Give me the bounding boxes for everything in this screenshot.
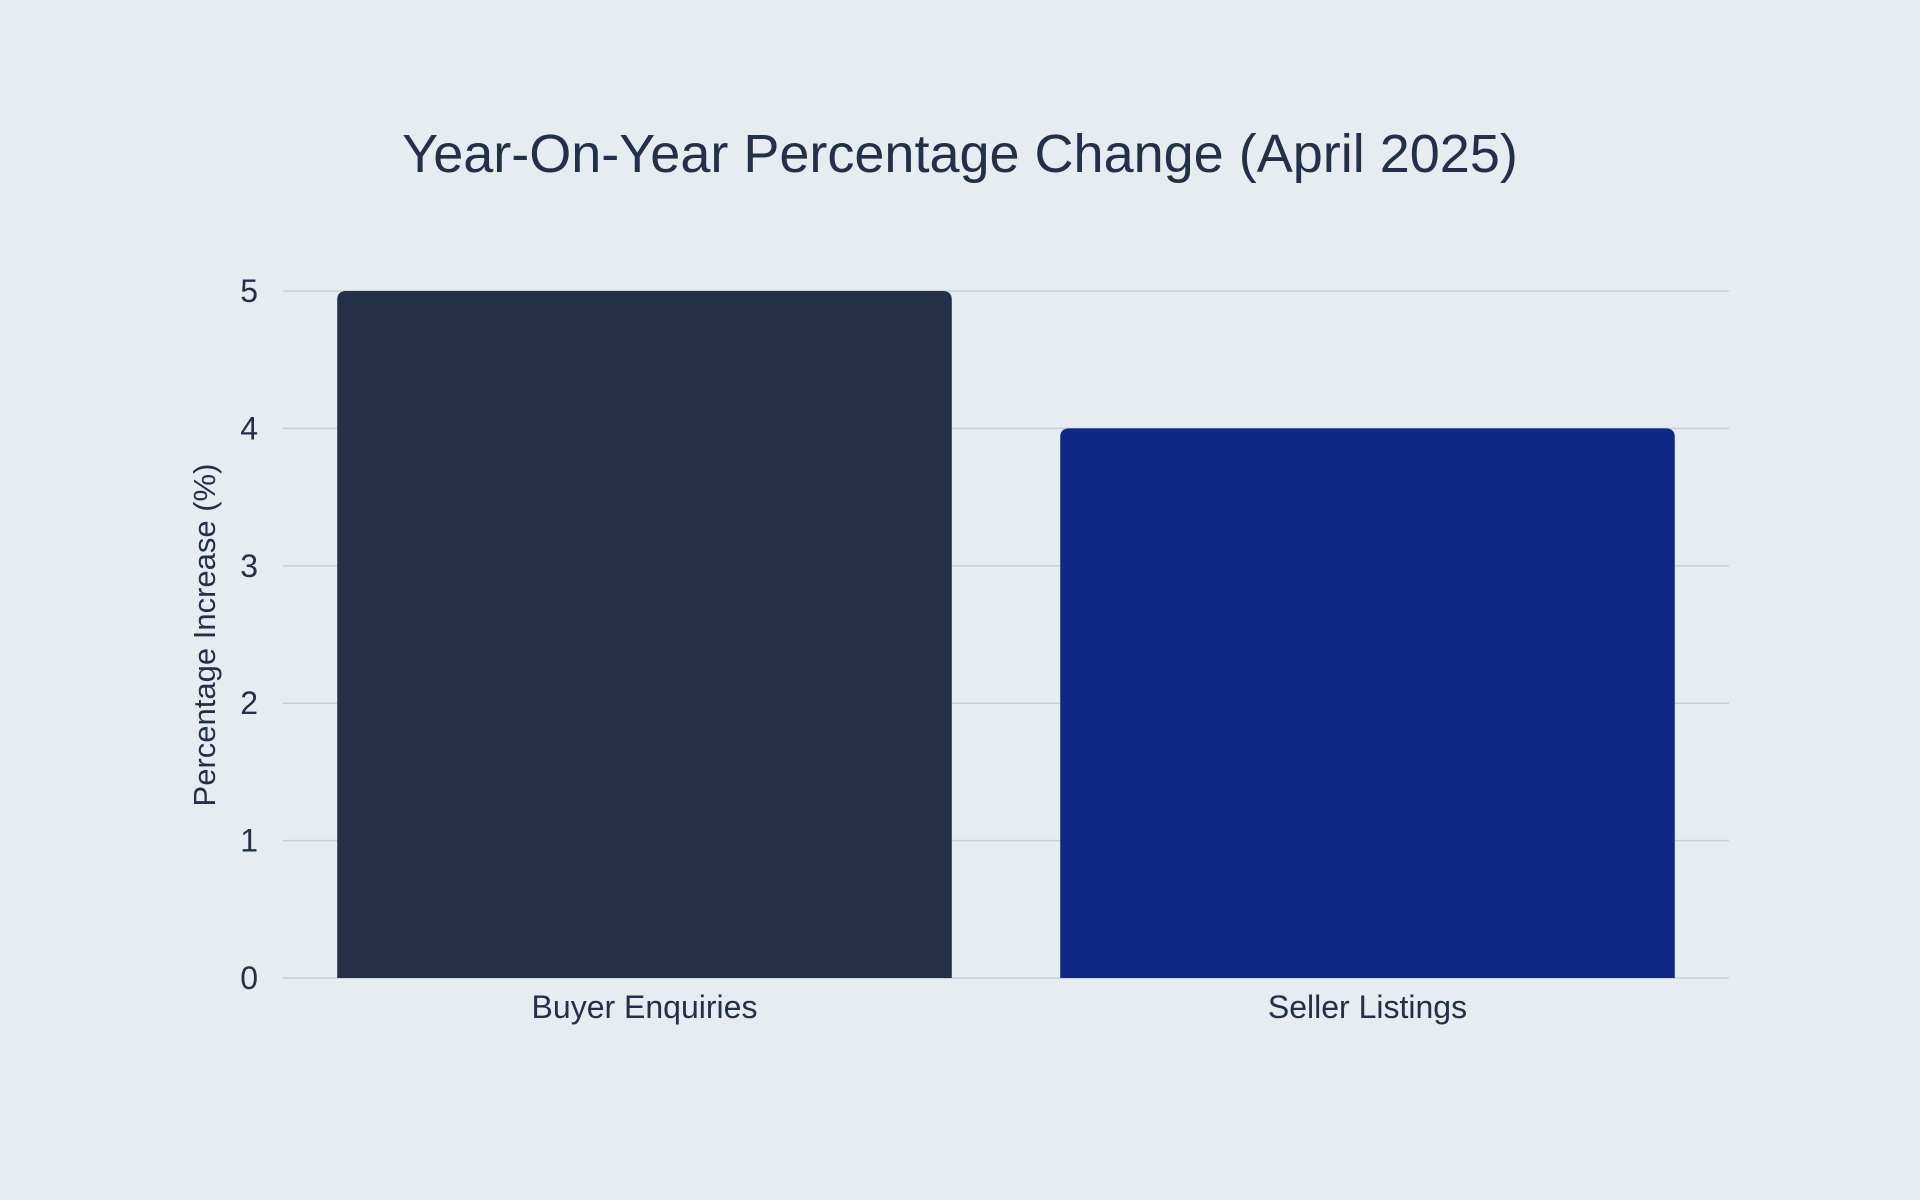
chart-title: Year-On-Year Percentage Change (April 20…	[402, 124, 1518, 184]
x-tick-label: Seller Listings	[1268, 989, 1467, 1025]
y-tick-label: 5	[240, 273, 258, 309]
y-tick-label: 4	[240, 410, 258, 446]
y-axis-title: Percentage Increase (%)	[187, 464, 222, 807]
y-tick-label: 1	[240, 823, 258, 859]
y-tick-label: 0	[240, 960, 258, 996]
bars	[337, 291, 1675, 978]
x-axis-ticks: Buyer Enquiries Seller Listings	[532, 989, 1468, 1025]
y-tick-label: 3	[240, 548, 258, 584]
x-tick-label: Buyer Enquiries	[532, 989, 758, 1025]
y-axis-ticks: 0 1 2 3 4 5	[240, 273, 258, 996]
bar-seller-listings	[1060, 428, 1675, 978]
y-tick-label: 2	[240, 685, 258, 721]
bar-buyer-enquiries	[337, 291, 952, 978]
